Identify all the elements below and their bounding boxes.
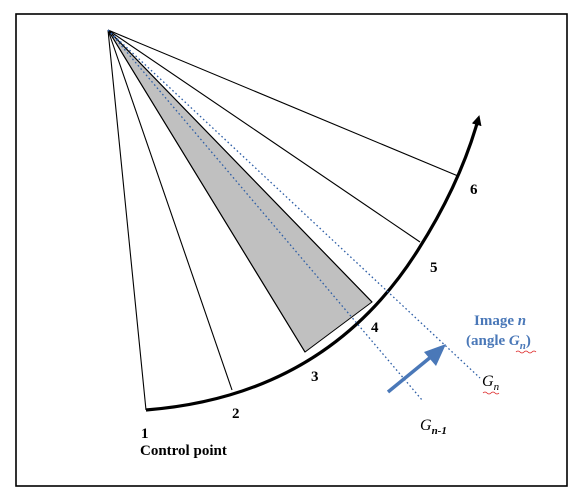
scan-arc (145, 115, 482, 412)
ray-6 (107, 29, 459, 177)
figure-border (15, 13, 568, 487)
g-n-minus-1-label: Gn-1 (420, 417, 447, 437)
point-number-4: 4 (371, 320, 379, 336)
ray-2 (107, 29, 233, 391)
g-n-label: Gn (482, 373, 500, 393)
shaded-sector (107, 29, 373, 353)
control-point-label: Control point (140, 443, 227, 459)
ray-3 (107, 29, 306, 353)
sector-rays (107, 29, 459, 411)
ray-4 (107, 29, 373, 303)
image-angle-label: (angle Gn) (466, 333, 531, 352)
point-number-1: 1 (141, 426, 149, 442)
dotted-line-gn-1 (107, 29, 423, 401)
spellcheck-underline-gn (482, 391, 500, 395)
ray-1 (107, 29, 147, 411)
rotation-arrow (386, 344, 446, 394)
point-number-5: 5 (430, 260, 438, 276)
spellcheck-underline (515, 350, 537, 354)
point-number-6: 6 (470, 182, 478, 198)
image-label: Image n (474, 313, 526, 329)
point-number-2: 2 (232, 406, 240, 422)
dotted-line-gn (107, 29, 481, 379)
ray-5 (107, 29, 421, 243)
point-number-3: 3 (311, 369, 319, 385)
